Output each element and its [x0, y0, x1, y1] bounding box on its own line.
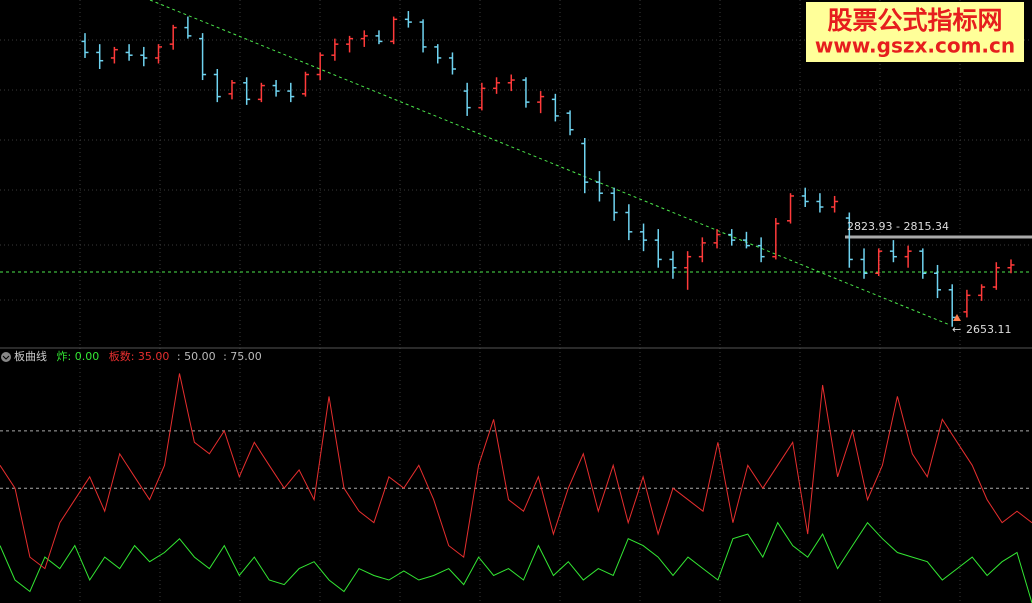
watermark-url: www.gszx.com.cn — [815, 34, 1015, 58]
range-annotation: 2823.93 - 2815.34 — [847, 220, 949, 233]
indicator-line — [0, 373, 1032, 570]
collapse-icon[interactable] — [1, 352, 11, 362]
reference-label: : 75.00 — [223, 350, 262, 363]
indicator-line — [0, 521, 1032, 603]
indicator-header: 板曲线 炸: 0.00 板数: 35.00 : 50.00 : 75.00 — [14, 349, 262, 363]
legend-readout: : 0.00 — [68, 350, 100, 363]
legend-name: 板数 — [109, 349, 131, 363]
low-marker — [953, 314, 961, 321]
reference-label: : 50.00 — [177, 350, 216, 363]
legend-readout: : 35.00 — [131, 350, 170, 363]
low-arrow: ← — [952, 323, 961, 336]
indicator-title: 板曲线 — [14, 349, 47, 363]
legend-name: 炸 — [57, 350, 68, 363]
marks — [0, 11, 1032, 603]
low-annotation: 2653.11 — [966, 323, 1012, 336]
collapse-chevron — [2, 355, 10, 360]
watermark-title: 股票公式指标网 — [827, 6, 1002, 35]
watermark-box — [806, 2, 1024, 62]
